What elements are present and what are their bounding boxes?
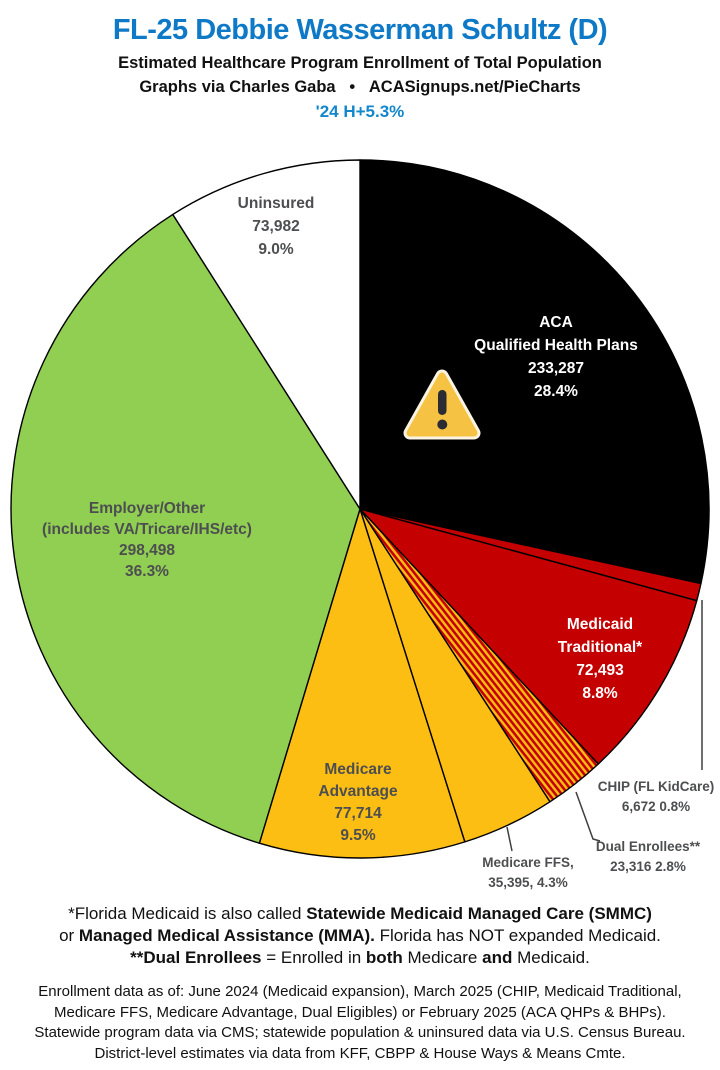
trend-line: '24 H+5.3% bbox=[315, 102, 405, 121]
label-chip-name: CHIP (FL KidCare) bbox=[597, 779, 715, 794]
label-aca-value: 233,287 bbox=[527, 360, 585, 377]
label-medicaid-value: 72,493 bbox=[576, 662, 624, 679]
pie-chart bbox=[10, 159, 710, 859]
label-employer-pct: 36.3% bbox=[125, 563, 169, 580]
credit-line: Graphs via Charles Gaba • ACASignups.net… bbox=[139, 78, 581, 96]
subtitle: Estimated Healthcare Program Enrollment … bbox=[118, 54, 602, 72]
label-uninsured: Uninsured 73,982 9.0% bbox=[186, 192, 366, 261]
footnote2-post: Florida has NOT expanded Medicaid. bbox=[374, 926, 661, 945]
pie-slice-uninsured bbox=[172, 159, 361, 510]
pie-slice-employer-other bbox=[10, 213, 361, 844]
label-medicare-advantage: Medicare Advantage 77,714 9.5% bbox=[263, 759, 453, 847]
label-aca-qhp: ACA Qualified Health Plans 233,287 28.4% bbox=[436, 311, 676, 403]
label-chip-value: 6,672 0.8% bbox=[621, 799, 691, 814]
label-medicaid-pct: 8.8% bbox=[582, 685, 618, 702]
header: FL-25 Debbie Wasserman Schultz (D) Estim… bbox=[0, 0, 720, 122]
footnote3-bold3: and bbox=[482, 948, 513, 967]
source-line3: Statewide program data via CMS; statewid… bbox=[34, 1024, 686, 1041]
label-medicaid-name2: Traditional* bbox=[557, 639, 643, 656]
label-advantage-value: 77,714 bbox=[334, 805, 382, 822]
label-aca-name1: ACA bbox=[539, 314, 573, 331]
footnote3-post: Medicaid. bbox=[512, 948, 590, 967]
footnote-line2: or Managed Medical Assistance (MMA). Flo… bbox=[0, 925, 720, 947]
label-uninsured-pct: 9.0% bbox=[258, 241, 294, 258]
page-title: FL-25 Debbie Wasserman Schultz (D) bbox=[112, 14, 608, 46]
pie-slice-medicaid-traditional bbox=[359, 508, 698, 765]
label-dual-enrollees: Dual Enrollees** 23,316 2.8% bbox=[568, 837, 720, 877]
label-medicaid-name1: Medicaid bbox=[566, 616, 634, 633]
pie-slice-aca-qhp bbox=[359, 159, 710, 585]
callout-lines bbox=[506, 600, 703, 852]
label-employer-other: Employer/Other (includes VA/Tricare/IHS/… bbox=[7, 498, 287, 582]
pie-slices bbox=[10, 159, 710, 859]
data-sources: Enrollment data as of: June 2024 (Medica… bbox=[0, 982, 720, 1064]
label-employer-value: 298,498 bbox=[118, 542, 176, 559]
footnote3-bold1: **Dual Enrollees bbox=[130, 948, 262, 967]
label-dual-name: Dual Enrollees** bbox=[595, 839, 701, 854]
label-uninsured-value: 73,982 bbox=[252, 218, 300, 235]
footnote3-mid1: = Enrolled in bbox=[261, 948, 366, 967]
footnote-line1: *Florida Medicaid is also called Statewi… bbox=[0, 903, 720, 925]
footnote3-mid2: Medicare bbox=[402, 948, 483, 967]
label-advantage-name2: Advantage bbox=[318, 783, 398, 800]
footnotes: *Florida Medicaid is also called Statewi… bbox=[0, 903, 720, 969]
label-advantage-name1: Medicare bbox=[324, 761, 392, 778]
callout-line-ffs bbox=[506, 826, 513, 852]
label-employer-name1: Employer/Other bbox=[88, 500, 206, 517]
label-chip: CHIP (FL KidCare) 6,672 0.8% bbox=[576, 777, 720, 817]
callout-line-dual bbox=[575, 791, 601, 842]
label-employer-name2: (includes VA/Tricare/IHS/etc) bbox=[42, 521, 252, 538]
label-aca-pct: 28.4% bbox=[534, 383, 578, 400]
label-medicare-ffs: Medicare FFS, 35,395, 4.3% bbox=[448, 853, 608, 893]
source-line2: Medicare FFS, Medicare Advantage, Dual E… bbox=[54, 1003, 666, 1021]
label-dual-value: 23,316 2.8% bbox=[610, 859, 686, 874]
footnote-line3: **Dual Enrollees = Enrolled in both Medi… bbox=[0, 947, 720, 969]
source-line1: Enrollment data as of: June 2024 (Medica… bbox=[38, 983, 682, 1000]
label-ffs-name: Medicare FFS, bbox=[482, 855, 574, 870]
footnote3-bold2: both bbox=[365, 948, 403, 967]
source-line4: District-level estimates via data from K… bbox=[94, 1044, 626, 1062]
footnote2-bold: Managed Medical Assistance (MMA). bbox=[78, 926, 375, 945]
warning-icon bbox=[403, 369, 481, 440]
label-aca-name2: Qualified Health Plans bbox=[474, 337, 638, 354]
footnote1-pre: *Florida Medicaid is also called bbox=[68, 904, 307, 923]
label-advantage-pct: 9.5% bbox=[340, 827, 376, 844]
label-uninsured-name: Uninsured bbox=[237, 195, 315, 212]
footnote1-bold: Statewide Medicaid Managed Care (SMMC) bbox=[306, 904, 652, 923]
label-ffs-value: 35,395, 4.3% bbox=[488, 875, 568, 890]
pie-slice-medicare-advantage bbox=[258, 508, 466, 859]
label-medicaid-traditional: Medicaid Traditional* 72,493 8.8% bbox=[500, 613, 700, 705]
footnote2-pre: or bbox=[59, 926, 79, 945]
